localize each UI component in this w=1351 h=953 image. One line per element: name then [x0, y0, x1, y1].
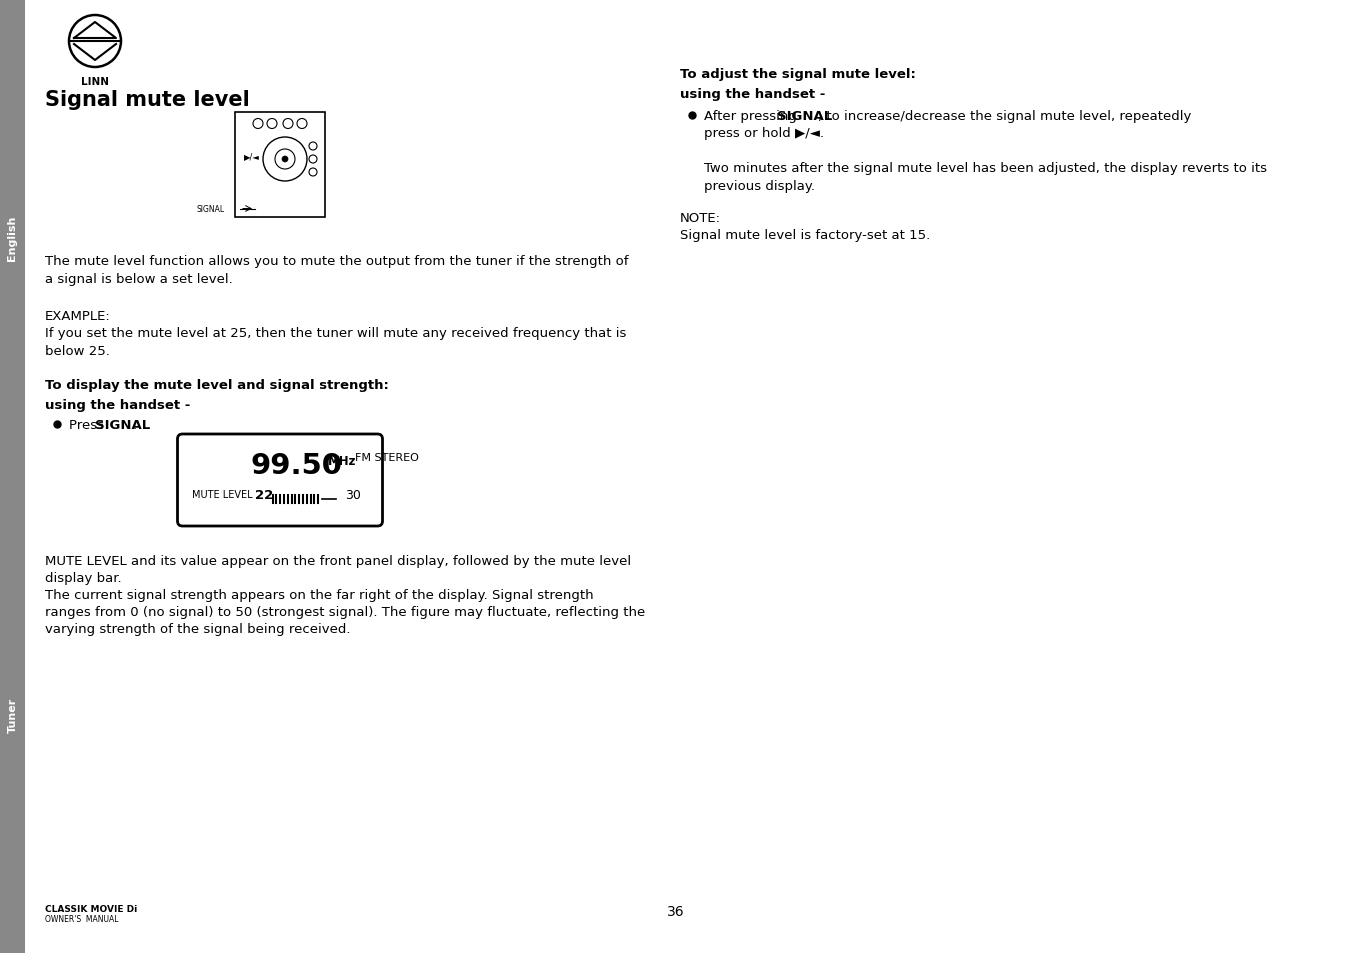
FancyBboxPatch shape — [0, 0, 26, 476]
Text: Two minutes after the signal mute level has been adjusted, the display reverts t: Two minutes after the signal mute level … — [704, 162, 1267, 193]
Text: MUTE LEVEL and its value appear on the front panel display, followed by the mute: MUTE LEVEL and its value appear on the f… — [45, 555, 631, 567]
Text: MHz: MHz — [328, 455, 357, 468]
FancyBboxPatch shape — [235, 112, 326, 217]
Text: Signal mute level is factory-set at 15.: Signal mute level is factory-set at 15. — [680, 229, 931, 242]
Text: 36: 36 — [666, 904, 685, 918]
Text: To display the mute level and signal strength:: To display the mute level and signal str… — [45, 378, 389, 392]
Text: varying strength of the signal being received.: varying strength of the signal being rec… — [45, 622, 350, 636]
Text: SIGNAL: SIGNAL — [197, 205, 226, 213]
Text: English: English — [8, 215, 18, 261]
Text: If you set the mute level at 25, then the tuner will mute any received frequency: If you set the mute level at 25, then th… — [45, 327, 627, 357]
Text: 99.50: 99.50 — [250, 452, 342, 479]
Circle shape — [276, 150, 295, 170]
Text: 30: 30 — [346, 489, 361, 501]
Text: using the handset -: using the handset - — [45, 398, 190, 412]
Text: SIGNAL: SIGNAL — [95, 418, 150, 432]
Text: Signal mute level: Signal mute level — [45, 90, 250, 110]
Text: FM STEREO: FM STEREO — [355, 453, 419, 462]
Text: .: . — [132, 418, 136, 432]
Text: CLASSIK MOVIE Di: CLASSIK MOVIE Di — [45, 904, 138, 913]
Text: SIGNAL: SIGNAL — [777, 110, 832, 123]
Text: press or hold ▶/◄.: press or hold ▶/◄. — [704, 127, 824, 140]
Text: After pressing: After pressing — [704, 110, 801, 123]
Text: using the handset -: using the handset - — [680, 88, 825, 101]
Text: ▶/◄: ▶/◄ — [245, 152, 259, 161]
Text: EXAMPLE:: EXAMPLE: — [45, 310, 111, 323]
Text: NOTE:: NOTE: — [680, 212, 721, 225]
Text: Press: Press — [69, 418, 108, 432]
FancyBboxPatch shape — [177, 435, 382, 526]
Text: The current signal strength appears on the far right of the display. Signal stre: The current signal strength appears on t… — [45, 588, 593, 601]
Text: display bar.: display bar. — [45, 572, 122, 584]
Text: 22: 22 — [254, 489, 273, 501]
Circle shape — [282, 157, 288, 163]
Text: LINN: LINN — [81, 77, 109, 87]
FancyBboxPatch shape — [0, 476, 26, 953]
Text: OWNER'S  MANUAL: OWNER'S MANUAL — [45, 914, 119, 923]
Text: To adjust the signal mute level:: To adjust the signal mute level: — [680, 68, 916, 81]
Text: Tuner: Tuner — [8, 698, 18, 732]
Text: ranges from 0 (no signal) to 50 (strongest signal). The figure may fluctuate, re: ranges from 0 (no signal) to 50 (stronge… — [45, 605, 646, 618]
Text: MUTE LEVEL: MUTE LEVEL — [192, 490, 253, 499]
Text: The mute level function allows you to mute the output from the tuner if the stre: The mute level function allows you to mu… — [45, 254, 628, 285]
Text: , to increase/decrease the signal mute level, repeatedly: , to increase/decrease the signal mute l… — [817, 110, 1192, 123]
